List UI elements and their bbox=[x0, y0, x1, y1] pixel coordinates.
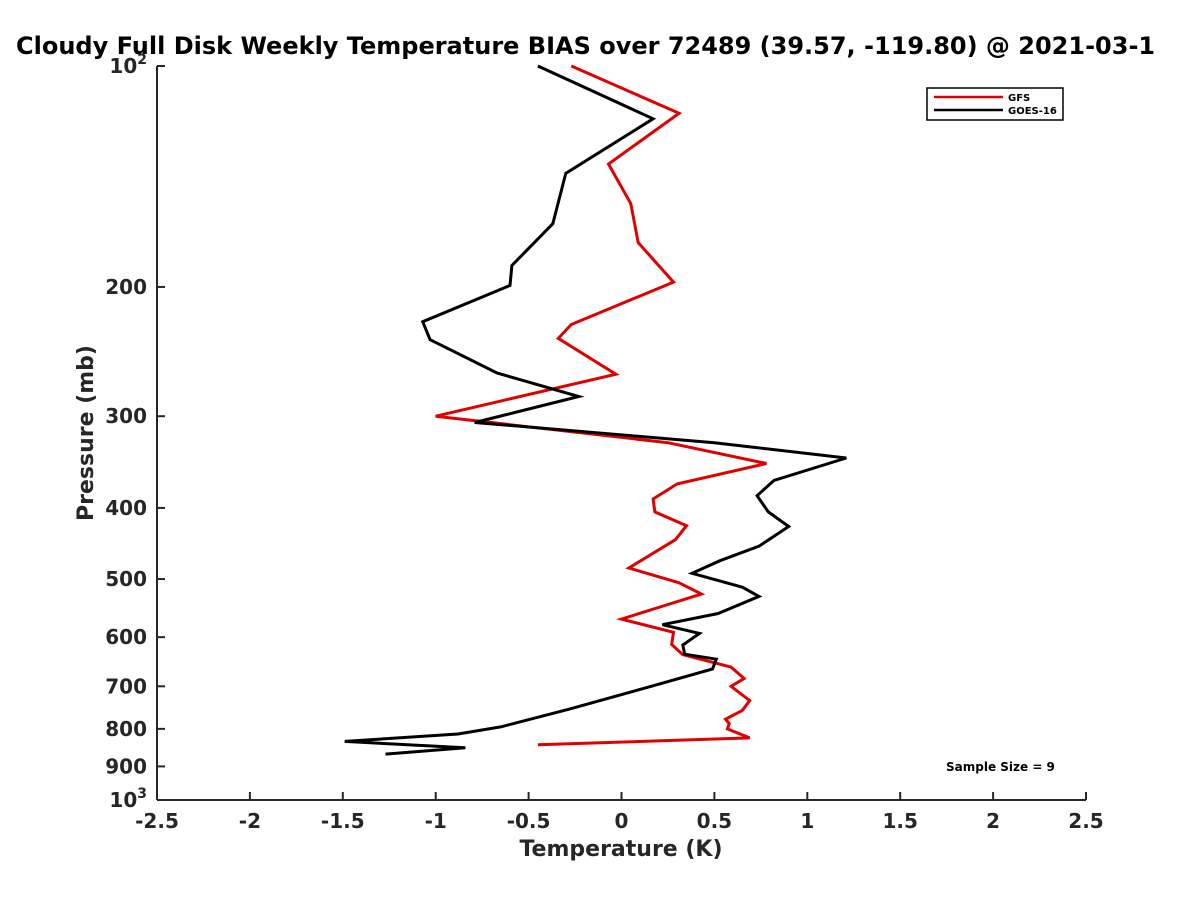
x-tick-label: 0.5 bbox=[697, 809, 732, 833]
series-group bbox=[344, 64, 847, 756]
y-tick-group: 102 200 300 400 500 600 700 800 900 103 bbox=[105, 52, 165, 812]
legend: GFS GOES-16 bbox=[926, 87, 1064, 121]
x-tick-label: -0.5 bbox=[507, 809, 551, 833]
y-tick-label: 900 bbox=[105, 754, 147, 778]
x-axis-title: Temperature (K) bbox=[519, 837, 722, 862]
y-axis-title: Pressure (mb) bbox=[74, 345, 99, 521]
y-tick-label: 200 bbox=[105, 275, 147, 299]
x-tick-label: -1 bbox=[425, 809, 447, 833]
series-line-goes16 bbox=[344, 64, 847, 756]
legend-label-goes16: GOES-16 bbox=[1008, 106, 1057, 117]
series-line-gfs bbox=[435, 64, 767, 747]
y-tick-label: 300 bbox=[105, 404, 147, 428]
chart-title: Cloudy Full Disk Weekly Temperature BIAS… bbox=[16, 32, 1155, 60]
x-tick-label: 0 bbox=[615, 809, 629, 833]
sample-size-annotation: Sample Size = 9 bbox=[946, 760, 1055, 774]
y-tick-label: 500 bbox=[105, 567, 147, 591]
y-tick-label: 400 bbox=[105, 496, 147, 520]
y-tick-label: 800 bbox=[105, 717, 147, 741]
y-tick-label: 700 bbox=[105, 674, 147, 698]
x-tick-label: 2.5 bbox=[1068, 809, 1103, 833]
x-tick-label: -2.5 bbox=[135, 809, 179, 833]
y-tick-label: 103 bbox=[109, 786, 147, 812]
x-tick-label: -1.5 bbox=[321, 809, 365, 833]
y-tick-label: 600 bbox=[105, 625, 147, 649]
axes-group bbox=[156, 66, 1086, 801]
legend-label-gfs: GFS bbox=[1008, 93, 1030, 104]
x-tick-label: 2 bbox=[986, 809, 1000, 833]
y-tick-label: 102 bbox=[109, 52, 147, 78]
x-tick-label: 1.5 bbox=[882, 809, 917, 833]
x-tick-label: 1 bbox=[800, 809, 814, 833]
x-tick-label: -2 bbox=[239, 809, 261, 833]
x-tick-group: -2.5 -2 -1.5 -1 -0.5 0 0.5 1 1.5 2 2.5 bbox=[135, 792, 1104, 833]
legend-box bbox=[926, 87, 1064, 121]
